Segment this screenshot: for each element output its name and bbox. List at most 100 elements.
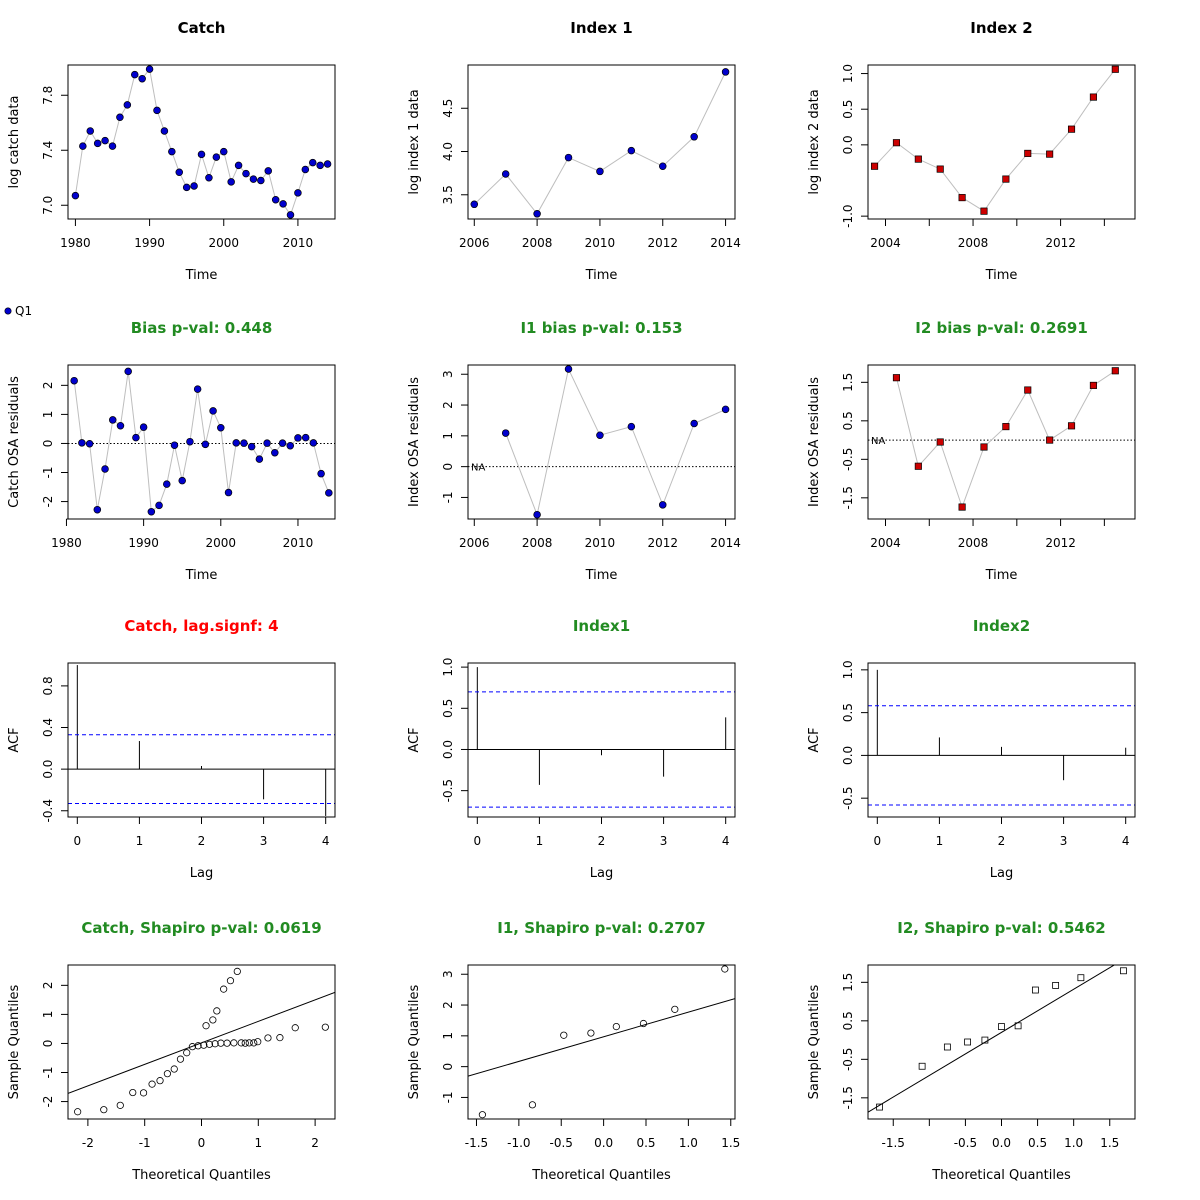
y-tick-label: 7.8 <box>41 86 55 105</box>
data-point-20 <box>245 1039 253 1047</box>
y-tick-label: 0.5 <box>841 703 855 722</box>
data-point-22 <box>234 161 243 170</box>
data-point-0 <box>478 1111 487 1119</box>
data-point-5 <box>980 207 988 215</box>
data-point-13 <box>170 441 179 449</box>
y-tick-label: 0 <box>441 1063 455 1071</box>
data-point-8 <box>1052 982 1060 989</box>
x-axis-label: Theoretical Quantiles <box>131 1168 271 1183</box>
series-line-0 <box>73 371 330 513</box>
data-point-31 <box>309 439 318 447</box>
data-point-0 <box>74 1108 82 1116</box>
chart-catch-resid: Bias p-val: 0.448 Time Catch OSA residuals… <box>7 319 336 583</box>
x-axis: -1.5 -1.0 -0.5 0.0 0.5 1.0 1.5 <box>465 1118 740 1150</box>
y-axis-label: Catch OSA residuals <box>7 376 22 508</box>
data-point-23 <box>276 1034 284 1042</box>
data-point-1 <box>918 1062 926 1070</box>
data-point-1 <box>914 462 922 470</box>
data-point-4 <box>981 1036 989 1044</box>
data-point-16 <box>190 182 198 190</box>
y-axis-label: ACF <box>7 727 22 752</box>
x-tick-label: 2 <box>998 834 1006 848</box>
y-axis: 3.5 4.0 4.5 <box>441 99 469 204</box>
x-tick-label: 1 <box>536 834 544 848</box>
x-tick-label: -1.5 <box>465 1136 488 1150</box>
data-point-29 <box>220 985 228 993</box>
chart-index2-data: Index 2 Time log index 2 data 2004 2008 2012 -… <box>807 19 1136 283</box>
data-point-31 <box>301 165 310 174</box>
data-point-32 <box>309 158 317 167</box>
data-point-12 <box>163 480 171 488</box>
chart-catch-data: Catch Time log catch data 1980 1990 2000 2010 7… <box>7 19 336 283</box>
data-point-25 <box>263 439 271 447</box>
data-point-4 <box>612 1022 620 1031</box>
chart-catch-qq: Catch, Shapiro p-val: 0.0619 Theoretical … <box>7 919 336 1183</box>
y-axis: -1 0 1 2 3 <box>441 370 469 503</box>
data-point-6 <box>659 162 667 170</box>
plot-area <box>470 68 730 218</box>
data-point-6 <box>1024 386 1032 394</box>
x-tick-label: 0.0 <box>594 1136 613 1150</box>
x-tick-label: 1990 <box>134 236 165 250</box>
y-tick-label: -0.4 <box>41 799 55 822</box>
chart-title: Index 1 <box>570 19 633 37</box>
x-tick-label: 2008 <box>958 536 989 550</box>
data-point-4 <box>627 422 636 431</box>
data-point-3 <box>958 503 966 511</box>
data-point-8 <box>1067 422 1076 430</box>
x-axis-label: Time <box>985 268 1018 283</box>
data-point-19 <box>212 153 221 161</box>
chart-title: Catch, lag.signf: 4 <box>124 617 278 635</box>
data-point-4 <box>139 1089 148 1097</box>
chart-title: I1, Shapiro p-val: 0.2707 <box>497 919 705 937</box>
chart-title: Index2 <box>973 617 1030 635</box>
data-point-6 <box>156 1077 164 1085</box>
chart-index2-resid: I2 bias p-val: 0.2691 Time Index OSA resid… <box>807 319 1136 583</box>
data-point-0 <box>871 162 879 170</box>
chart-index1-resid: I1 bias p-val: 0.153 Time Index OSA residu… <box>407 319 741 583</box>
plot-area <box>68 367 335 516</box>
x-tick-label: -1.0 <box>507 1136 530 1150</box>
plot-area <box>868 669 1135 806</box>
plot-area <box>68 665 335 816</box>
data-point-32 <box>317 469 325 478</box>
y-axis-label: log index 1 data <box>407 89 422 194</box>
x-tick-label: 0 <box>198 1136 206 1150</box>
data-point-2 <box>116 1101 124 1109</box>
x-axis: 2006 2008 2010 2012 2014 <box>459 218 741 250</box>
x-tick-label: 1.0 <box>679 1136 698 1150</box>
data-point-19 <box>237 1039 245 1047</box>
y-axis: -1.5 -0.5 0.5 1.5 <box>841 373 869 510</box>
y-tick-label: 0 <box>41 1040 55 1048</box>
y-tick-label: 1.0 <box>841 64 855 83</box>
data-point-3 <box>596 431 604 439</box>
y-tick-label: 3 <box>441 970 455 978</box>
y-axis: -1.5 -0.5 0.5 1.5 <box>841 973 869 1110</box>
data-point-25 <box>321 1023 329 1031</box>
plot-area <box>871 65 1119 215</box>
x-tick-label: -2 <box>82 1136 94 1150</box>
data-point-9 <box>1089 381 1097 389</box>
data-point-14 <box>178 476 186 485</box>
y-axis: -1.0 0.0 0.5 1.0 <box>841 64 869 228</box>
data-point-6 <box>116 113 124 121</box>
chart-index2-acf: Index2 Lag ACF 0 1 2 3 4 -0.5 0.0 0.5 1.0 <box>807 617 1136 881</box>
data-point-15 <box>186 437 194 446</box>
qq-reference-line <box>468 998 735 1077</box>
x-axis: 0 1 2 3 4 <box>873 816 1130 848</box>
data-point-1 <box>528 1101 537 1109</box>
plot-area <box>68 967 335 1116</box>
x-tick-label: 2008 <box>522 536 553 550</box>
data-point-7 <box>1032 986 1039 994</box>
legend-point <box>4 307 12 315</box>
y-tick-label: -0.5 <box>841 448 855 471</box>
x-tick-label: 2004 <box>870 536 901 550</box>
data-point-31 <box>233 967 241 975</box>
y-tick-label: 1.0 <box>841 660 855 679</box>
data-point-1 <box>100 1106 108 1114</box>
data-point-2 <box>936 438 944 446</box>
data-point-7 <box>1046 436 1054 444</box>
data-point-7 <box>124 367 132 376</box>
data-point-4 <box>980 443 988 451</box>
